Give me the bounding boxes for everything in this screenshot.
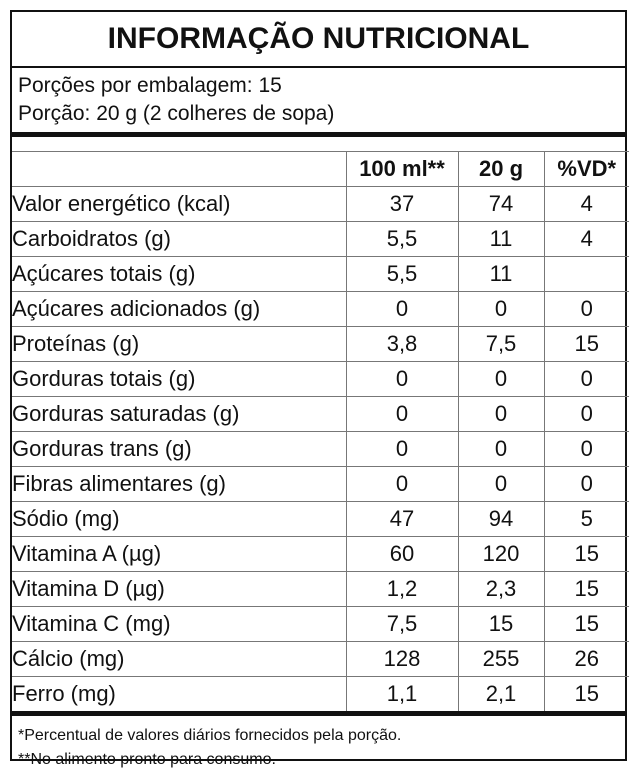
nutrient-name: Sódio (mg) — [12, 501, 346, 537]
value-daily-percent: 4 — [543, 186, 629, 222]
value-per-portion: 7,5 — [457, 326, 544, 362]
value-per-100ml: 5,5 — [345, 221, 458, 257]
serving-info: Porções por embalagem: 15 Porção: 20 g (… — [12, 68, 625, 137]
table-row: Gorduras saturadas (g) 0 0 0 — [12, 396, 629, 432]
value-daily-percent: 0 — [543, 466, 629, 502]
portions-per-package: Porções por embalagem: 15 — [18, 74, 282, 97]
value-per-100ml: 0 — [345, 291, 458, 327]
header-nutrient — [12, 151, 346, 187]
value-per-portion: 0 — [457, 291, 544, 327]
table-row: Vitamina C (mg) 7,5 15 15 — [12, 606, 629, 642]
table-body: Valor energético (kcal) 37 74 4 Carboidratos… — [12, 186, 629, 711]
table-row: Proteínas (g) 3,8 7,5 15 — [12, 326, 629, 362]
value-per-100ml: 60 — [345, 536, 458, 572]
value-daily-percent: 5 — [543, 501, 629, 537]
value-daily-percent: 0 — [543, 361, 629, 397]
table-row: Ferro (mg) 1,1 2,1 15 — [12, 676, 629, 711]
value-per-100ml: 128 — [345, 641, 458, 677]
table-row: Vitamina A (µg) 60 120 15 — [12, 536, 629, 572]
value-per-100ml: 0 — [345, 466, 458, 502]
value-daily-percent: 26 — [543, 641, 629, 677]
value-per-100ml: 0 — [345, 431, 458, 467]
nutrition-facts-label: INFORMAÇÃO NUTRICIONAL Porções por embal… — [10, 10, 629, 768]
header-daily-value: %VD* — [543, 151, 629, 187]
value-per-portion: 0 — [457, 466, 544, 502]
nutrient-name: Açúcares adicionados (g) — [12, 291, 346, 327]
value-per-100ml: 47 — [345, 501, 458, 537]
header-per-100ml: 100 ml** — [345, 151, 458, 187]
table-row: Sódio (mg) 47 94 5 — [12, 501, 629, 537]
table-row: Gorduras trans (g) 0 0 0 — [12, 431, 629, 467]
nutrient-name: Ferro (mg) — [12, 676, 346, 711]
value-per-portion: 120 — [457, 536, 544, 572]
nutrient-name: Proteínas (g) — [12, 326, 346, 362]
header-per-portion: 20 g — [457, 151, 544, 187]
nutrient-name: Açúcares totais (g) — [12, 256, 346, 292]
nutrient-name: Gorduras trans (g) — [12, 431, 346, 467]
nutrition-table: 100 ml** 20 g %VD* Valor energético (kca… — [12, 151, 629, 711]
value-daily-percent: 15 — [543, 536, 629, 572]
value-per-portion: 74 — [457, 186, 544, 222]
footnote-daily-value: *Percentual de valores diários fornecido… — [18, 727, 402, 744]
value-per-100ml: 0 — [345, 396, 458, 432]
footnotes: *Percentual de valores diários fornecido… — [12, 711, 625, 772]
value-per-100ml: 5,5 — [345, 256, 458, 292]
value-per-portion: 0 — [457, 396, 544, 432]
value-per-portion: 2,1 — [457, 676, 544, 711]
value-per-portion: 2,3 — [457, 571, 544, 607]
value-per-portion: 94 — [457, 501, 544, 537]
nutrient-name: Valor energético (kcal) — [12, 186, 346, 222]
table-row: Açúcares totais (g) 5,5 11 — [12, 256, 629, 292]
value-per-portion: 11 — [457, 221, 544, 257]
value-per-100ml: 7,5 — [345, 606, 458, 642]
table-row: Açúcares adicionados (g) 0 0 0 — [12, 291, 629, 327]
value-per-100ml: 37 — [345, 186, 458, 222]
nutrient-name: Gorduras totais (g) — [12, 361, 346, 397]
nutrient-name: Cálcio (mg) — [12, 641, 346, 677]
value-daily-percent: 4 — [543, 221, 629, 257]
table-header-row: 100 ml** 20 g %VD* — [12, 151, 629, 187]
nutrient-name: Vitamina C (mg) — [12, 606, 346, 642]
value-per-100ml: 1,2 — [345, 571, 458, 607]
table-row: Vitamina D (µg) 1,2 2,3 15 — [12, 571, 629, 607]
value-per-100ml: 3,8 — [345, 326, 458, 362]
value-per-portion: 15 — [457, 606, 544, 642]
table-row: Cálcio (mg) 128 255 26 — [12, 641, 629, 677]
value-daily-percent: 0 — [543, 396, 629, 432]
value-per-portion: 0 — [457, 431, 544, 467]
table-row: Gorduras totais (g) 0 0 0 — [12, 361, 629, 397]
nutrient-name: Fibras alimentares (g) — [12, 466, 346, 502]
spacer — [12, 137, 625, 151]
table-row: Valor energético (kcal) 37 74 4 — [12, 186, 629, 222]
label-title: INFORMAÇÃO NUTRICIONAL — [12, 12, 625, 68]
nutrient-name: Vitamina D (µg) — [12, 571, 346, 607]
footnote-ready-to-eat: **No alimento pronto para consumo. — [18, 751, 276, 768]
value-per-portion: 11 — [457, 256, 544, 292]
table-row: Fibras alimentares (g) 0 0 0 — [12, 466, 629, 502]
value-daily-percent: 15 — [543, 606, 629, 642]
nutrient-name: Carboidratos (g) — [12, 221, 346, 257]
value-daily-percent: 15 — [543, 676, 629, 711]
value-per-portion: 0 — [457, 361, 544, 397]
portion-size: Porção: 20 g (2 colheres de sopa) — [18, 102, 335, 125]
value-per-100ml: 0 — [345, 361, 458, 397]
value-per-100ml: 1,1 — [345, 676, 458, 711]
nutrient-name: Vitamina A (µg) — [12, 536, 346, 572]
value-daily-percent — [543, 256, 629, 292]
value-daily-percent: 0 — [543, 431, 629, 467]
value-per-portion: 255 — [457, 641, 544, 677]
value-daily-percent: 15 — [543, 326, 629, 362]
value-daily-percent: 15 — [543, 571, 629, 607]
nutrient-name: Gorduras saturadas (g) — [12, 396, 346, 432]
table-row: Carboidratos (g) 5,5 11 4 — [12, 221, 629, 257]
value-daily-percent: 0 — [543, 291, 629, 327]
